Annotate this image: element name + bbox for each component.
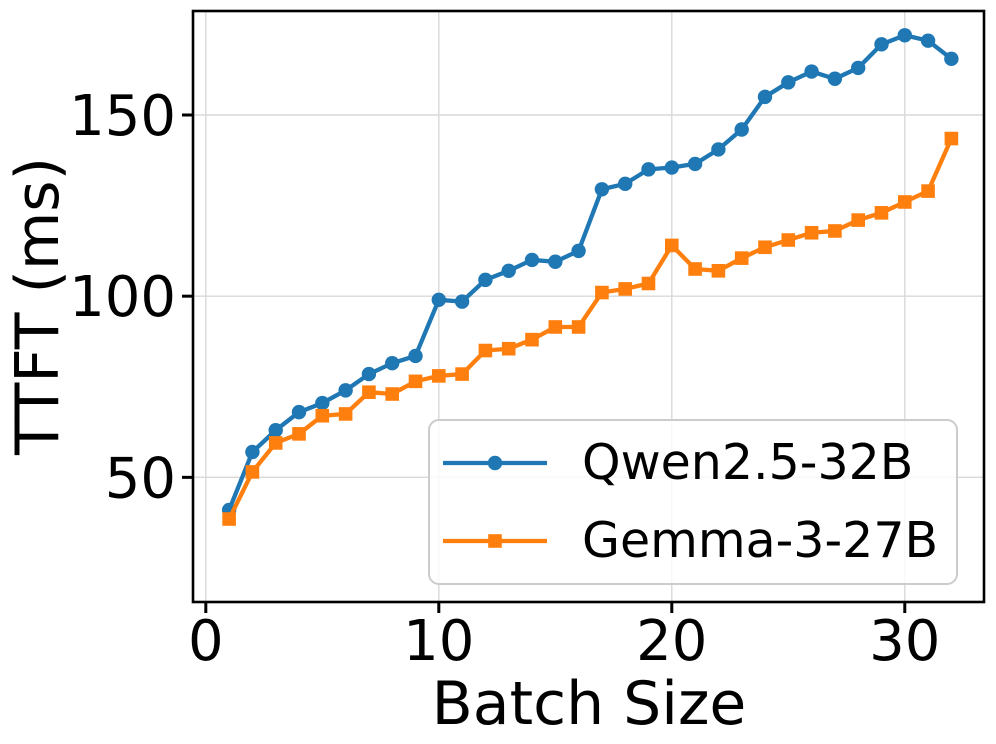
data-point-qwen2-5-32b [501, 263, 516, 279]
data-point-gemma-3-27b [525, 332, 539, 347]
data-point-qwen2-5-32b [827, 71, 843, 86]
data-point-gemma-3-27b [664, 238, 679, 253]
data-point-gemma-3-27b [455, 367, 469, 381]
data-point-gemma-3-27b [338, 407, 353, 421]
data-point-gemma-3-27b [268, 436, 283, 450]
data-point-gemma-3-27b [315, 408, 330, 423]
data-point-qwen2-5-32b [594, 182, 610, 197]
x-axis-title: Batch Size [432, 669, 747, 739]
data-point-gemma-3-27b [688, 262, 702, 276]
data-point-gemma-3-27b [292, 427, 306, 441]
data-point-qwen2-5-32b [897, 28, 912, 43]
data-point-gemma-3-27b [571, 320, 586, 334]
legend-sample-marker [487, 455, 503, 471]
legend-sample-marker [488, 534, 502, 548]
data-point-gemma-3-27b [618, 282, 632, 296]
plot-border [191, 9, 986, 604]
y-tick-label: 100 [69, 265, 176, 330]
data-point-qwen2-5-32b [874, 37, 889, 52]
legend-label: Qwen2.5-32B [582, 434, 913, 491]
x-tick-label: 10 [403, 609, 474, 674]
data-point-qwen2-5-32b [408, 348, 423, 364]
data-point-qwen2-5-32b [338, 383, 353, 398]
data-point-gemma-3-27b [758, 240, 772, 255]
data-point-qwen2-5-32b [734, 122, 749, 137]
data-point-qwen2-5-32b [850, 60, 866, 76]
data-point-qwen2-5-32b [431, 292, 447, 307]
data-point-qwen2-5-32b [245, 444, 260, 460]
data-point-gemma-3-27b [781, 233, 796, 247]
data-point-qwen2-5-32b [781, 75, 796, 90]
data-point-gemma-3-27b [385, 387, 400, 401]
data-point-gemma-3-27b [408, 374, 423, 389]
data-point-qwen2-5-32b [944, 51, 959, 67]
data-point-qwen2-5-32b [617, 176, 633, 192]
data-point-gemma-3-27b [944, 131, 959, 146]
data-point-qwen2-5-32b [804, 64, 819, 79]
data-point-gemma-3-27b [548, 320, 563, 334]
data-point-qwen2-5-32b [361, 366, 377, 382]
data-point-qwen2-5-32b [478, 272, 493, 288]
data-point-qwen2-5-32b [524, 252, 540, 268]
y-tick-label: 150 [69, 84, 176, 149]
data-point-qwen2-5-32b [385, 356, 400, 371]
data-point-gemma-3-27b [501, 341, 516, 356]
x-tick-label: 20 [636, 609, 707, 674]
data-point-qwen2-5-32b [548, 254, 563, 269]
data-point-qwen2-5-32b [315, 395, 330, 411]
data-point-qwen2-5-32b [641, 162, 656, 177]
data-point-qwen2-5-32b [757, 89, 773, 105]
data-point-gemma-3-27b [641, 276, 656, 291]
data-point-qwen2-5-32b [920, 33, 936, 48]
data-point-gemma-3-27b [804, 225, 819, 240]
data-point-qwen2-5-32b [664, 160, 679, 175]
data-point-gemma-3-27b [874, 206, 889, 220]
data-point-qwen2-5-32b [571, 243, 586, 259]
data-point-gemma-3-27b [478, 343, 493, 358]
data-point-gemma-3-27b [595, 285, 609, 300]
data-point-qwen2-5-32b [687, 156, 703, 172]
y-axis-title: TTFT (ms) [3, 157, 73, 456]
data-point-gemma-3-27b [734, 251, 749, 265]
y-tick-label: 50 [105, 446, 176, 511]
data-point-gemma-3-27b [362, 385, 376, 399]
data-point-gemma-3-27b [897, 195, 912, 209]
x-tick-label: 0 [188, 609, 224, 674]
data-point-gemma-3-27b [851, 213, 865, 227]
legend-label: Gemma-3-27B [582, 512, 938, 569]
data-point-qwen2-5-32b [454, 294, 470, 309]
data-point-gemma-3-27b [711, 264, 726, 278]
data-point-gemma-3-27b [828, 224, 842, 238]
data-point-gemma-3-27b [432, 369, 446, 383]
data-point-gemma-3-27b [921, 184, 935, 198]
x-tick-label: 30 [869, 609, 940, 674]
data-point-qwen2-5-32b [711, 142, 726, 157]
data-point-gemma-3-27b [245, 465, 260, 479]
data-point-gemma-3-27b [222, 512, 236, 526]
data-point-qwen2-5-32b [268, 423, 283, 438]
legend-box [428, 419, 958, 585]
data-point-qwen2-5-32b [291, 404, 307, 420]
